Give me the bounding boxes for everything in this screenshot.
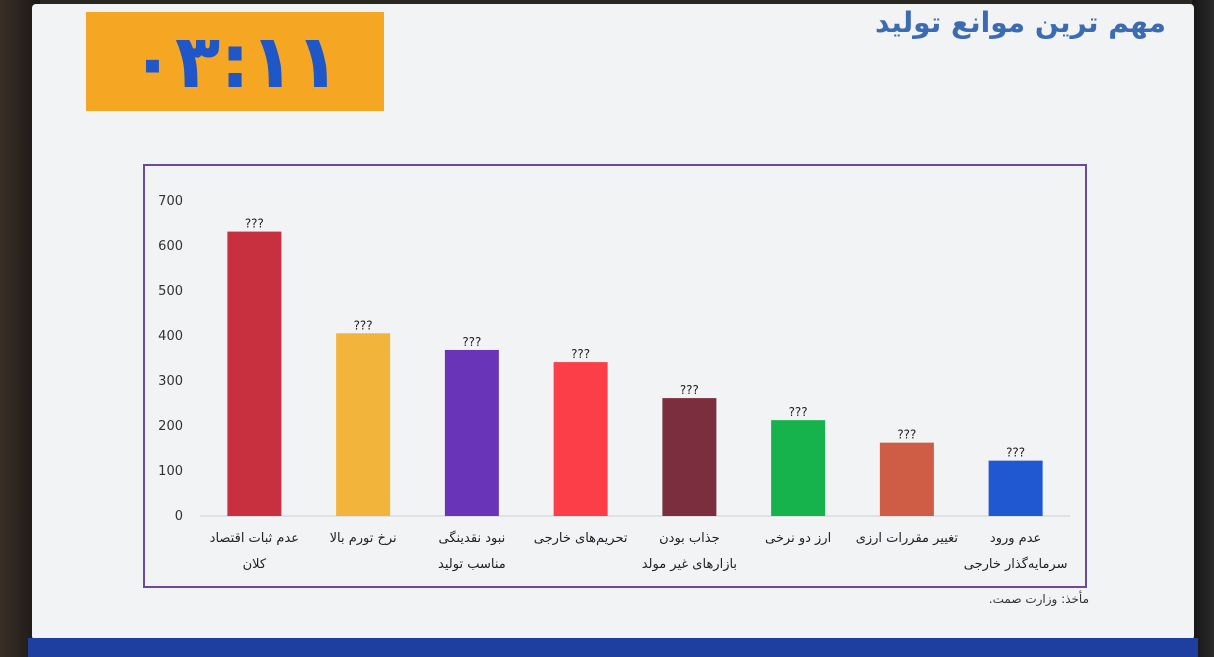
data-label: ??? xyxy=(680,383,699,397)
x-tick-label: مناسب تولید xyxy=(438,557,506,572)
bar xyxy=(988,460,1043,516)
y-tick-label: 500 xyxy=(158,284,183,299)
bar xyxy=(879,442,934,516)
source-note: مأخذ: وزارت صمت. xyxy=(988,592,1089,606)
x-tick-label: عدم ثبات اقتصاد xyxy=(210,531,299,546)
timer-text: ۰۳:۱۱ xyxy=(129,18,341,105)
y-tick-label: 200 xyxy=(158,419,183,434)
screen-bottom-bar xyxy=(28,638,1198,657)
bar-chart: 0 100 200 300 400 500 600 700??? عدم ثبات اقتصاد… xyxy=(158,194,1070,572)
x-tick-label: تغییر مقررات ارزی xyxy=(856,531,959,546)
x-tick-label: کلان xyxy=(243,557,267,572)
bar xyxy=(227,231,282,516)
y-tick-label: 0 xyxy=(175,509,183,524)
bar xyxy=(336,333,391,516)
data-label: ??? xyxy=(571,347,590,361)
x-tick-label: عدم ورود xyxy=(990,531,1041,546)
data-label: ??? xyxy=(897,428,916,442)
y-tick-label: 400 xyxy=(158,329,183,344)
data-label: ??? xyxy=(354,318,373,332)
slide-title: مهم ترین موانع تولید xyxy=(875,6,1166,39)
y-tick-label: 100 xyxy=(158,464,183,479)
x-tick-label: جذاب بودن xyxy=(659,531,720,546)
bar xyxy=(662,398,717,516)
y-tick-label: 300 xyxy=(158,374,183,389)
countdown-timer: ۰۳:۱۱ xyxy=(86,12,384,111)
x-tick-label: نرخ تورم بالا xyxy=(330,531,397,546)
bar xyxy=(444,349,499,516)
x-tick-label: نبود نقدینگی xyxy=(438,530,505,546)
bar xyxy=(553,362,608,516)
x-tick-label: بازارهای غیر مولد xyxy=(642,557,737,572)
x-tick-label: سرمایه‌گذار خارجی xyxy=(964,556,1068,572)
data-label: ??? xyxy=(245,217,264,231)
y-tick-label: 600 xyxy=(158,239,183,254)
chart-container: 0 100 200 300 400 500 600 700??? عدم ثبات اقتصاد… xyxy=(143,164,1087,588)
data-label: ??? xyxy=(1006,446,1025,460)
data-label: ??? xyxy=(789,405,808,419)
x-tick-label: تحریم‌های خارجی xyxy=(534,531,628,546)
monitor-frame-right xyxy=(1192,0,1214,657)
x-tick-label: ارز دو نرخی xyxy=(765,531,831,546)
data-label: ??? xyxy=(462,335,481,349)
bar xyxy=(771,420,826,516)
y-tick-label: 700 xyxy=(158,194,183,209)
